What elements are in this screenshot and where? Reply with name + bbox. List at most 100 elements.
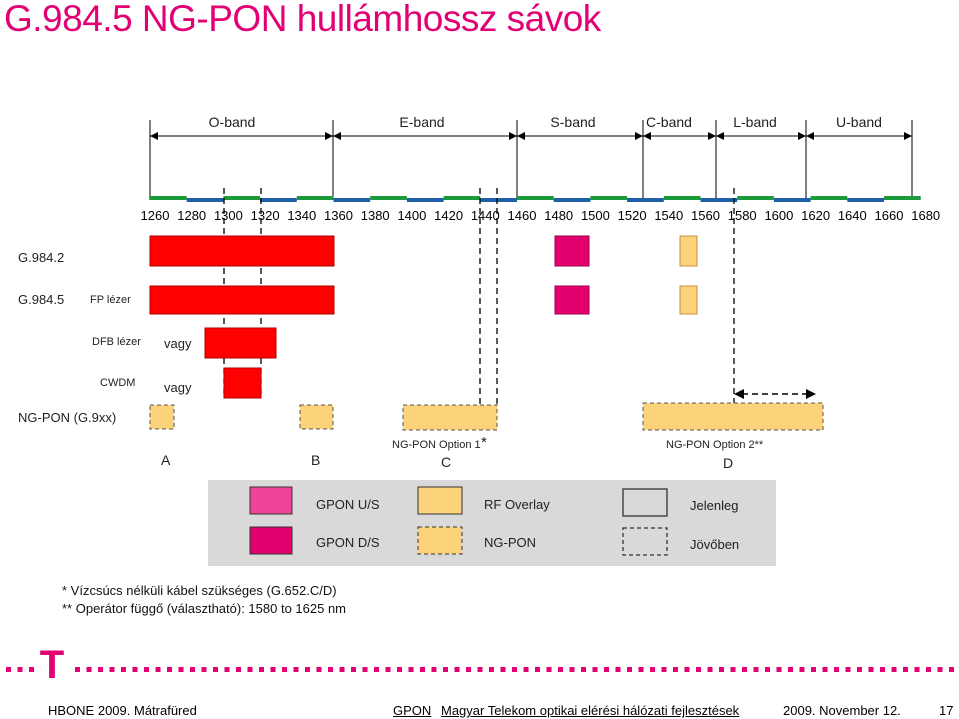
logo-dot	[684, 667, 690, 672]
logo-dot	[880, 667, 885, 672]
logo-dot	[903, 667, 908, 672]
footnote-1: * Vízcsúcs nélküli kábel szükséges (G.65…	[62, 583, 337, 598]
logo-dot	[719, 667, 724, 672]
option-a-box	[149, 404, 175, 430]
logo-dot	[834, 667, 839, 672]
option-1-star: *	[481, 434, 487, 451]
g9845-peach-box	[679, 285, 698, 315]
wavelength-tick-label: 1580	[728, 208, 757, 223]
logo-dot	[627, 667, 632, 672]
band-label-u: U-band	[836, 114, 882, 130]
legend-label-jelenleg: Jelenleg	[690, 498, 739, 513]
logo-dot	[86, 667, 92, 672]
logo-dot	[408, 667, 414, 672]
band-label-l: L-band	[733, 114, 777, 130]
row-label-g9842: G.984.2	[18, 250, 65, 265]
logo-dot	[454, 667, 460, 672]
logo-dot	[466, 667, 471, 672]
band-label-o: O-band	[209, 114, 256, 130]
wavelength-bar-segment	[186, 198, 224, 202]
logo-dot	[489, 667, 494, 672]
logo-dot	[293, 667, 299, 672]
g9842-peach-box	[679, 235, 698, 267]
telekom-t-logo: T	[40, 643, 64, 687]
wavelength-bar-segment	[150, 196, 187, 200]
logo-dot	[857, 667, 862, 672]
logo-dot	[765, 667, 770, 672]
logo-dot	[650, 667, 655, 672]
legend-swatch-jovoben	[622, 527, 668, 556]
logo-dot	[282, 667, 287, 672]
logo-dot	[190, 667, 195, 672]
wavelength-tick-label: 1680	[911, 208, 940, 223]
band-label-c: C-band	[646, 114, 692, 130]
band-brackets	[149, 120, 913, 200]
logo-dot	[443, 667, 448, 672]
wavelength-tick-label: 1620	[801, 208, 830, 223]
option-c-label: C	[441, 454, 452, 470]
g9842-red-bar	[149, 235, 335, 267]
wavelength-tick-label: 1400	[397, 208, 426, 223]
logo-dot	[236, 667, 241, 672]
logo-dot	[224, 667, 230, 672]
logo-dot	[730, 667, 736, 672]
wavelength-tick-label: 1300	[214, 208, 243, 223]
footer-date: 2009. November 12.	[783, 703, 901, 718]
wavelength-bar-segment	[480, 198, 517, 202]
logo-dot	[569, 667, 575, 672]
g9845-magenta-box	[554, 285, 590, 315]
logo-dot	[937, 667, 943, 672]
option-d-box	[642, 402, 824, 431]
row-label-dfb-laser: DFB lézer	[92, 336, 141, 348]
logo-dot	[477, 667, 483, 672]
logo-dot	[144, 667, 149, 672]
logo-dot	[776, 667, 782, 672]
legend-panel	[208, 480, 776, 566]
logo-dot	[558, 667, 563, 672]
wavelength-tick-label: 1640	[838, 208, 867, 223]
logo-dot	[98, 667, 103, 672]
logo-dot	[431, 667, 437, 672]
logo-dot	[799, 667, 805, 672]
wavelength-tick-label: 1560	[691, 208, 720, 223]
logo-dot	[949, 667, 954, 672]
band-label-s: S-band	[550, 114, 595, 130]
logo-dot	[742, 667, 747, 672]
legend-swatch-gpon-us	[249, 486, 293, 515]
logo-dot	[845, 667, 851, 672]
wavelength-bar-segment	[553, 198, 591, 202]
wavelength-bar-segment	[517, 196, 554, 200]
row-label-fp-laser: FP lézer	[90, 294, 131, 306]
option-b-label: B	[311, 452, 321, 468]
wavelength-bar-segment	[443, 196, 481, 200]
logo-dot	[362, 667, 368, 672]
wavelength-tick-label: 1340	[287, 208, 316, 223]
legend-label-jovoben: Jövőben	[690, 537, 740, 552]
wavelength-tick-label: 1660	[875, 208, 904, 223]
legend-label-ngpon: NG-PON	[484, 535, 536, 550]
logo-dot	[753, 667, 759, 672]
footer-page-number: 17	[939, 703, 954, 718]
logo-dot	[17, 667, 23, 672]
logo-dot	[523, 667, 529, 672]
wavelength-bar-segment	[700, 198, 738, 202]
wavelength-bar-segment	[737, 196, 774, 200]
logo-dot	[535, 667, 540, 672]
legend-label-rf-overlay: RF Overlay	[484, 497, 550, 512]
row-label-g9845: G.984.5	[18, 292, 65, 307]
legend-label-gpon-us: GPON U/S	[316, 497, 380, 512]
logo-dot	[109, 667, 115, 672]
wavelength-bar-segment	[223, 196, 261, 200]
page-title: G.984.5 NG-PON hullámhossz sávok	[4, 0, 601, 39]
wavelength-tick-label: 1520	[618, 208, 647, 223]
wavelength-bar-segment	[847, 198, 884, 202]
band-arrowheads	[150, 132, 912, 140]
label-vagy-1: vagy	[164, 336, 192, 351]
footnote-2: ** Operátor függő (választható): 1580 to…	[62, 601, 347, 616]
option-d-label: D	[723, 455, 734, 471]
logo-dot	[270, 667, 276, 672]
wavelength-bar-segment	[260, 198, 297, 202]
wavelength-bar-segment	[370, 196, 407, 200]
telekom-logo-bar: T	[6, 643, 954, 687]
